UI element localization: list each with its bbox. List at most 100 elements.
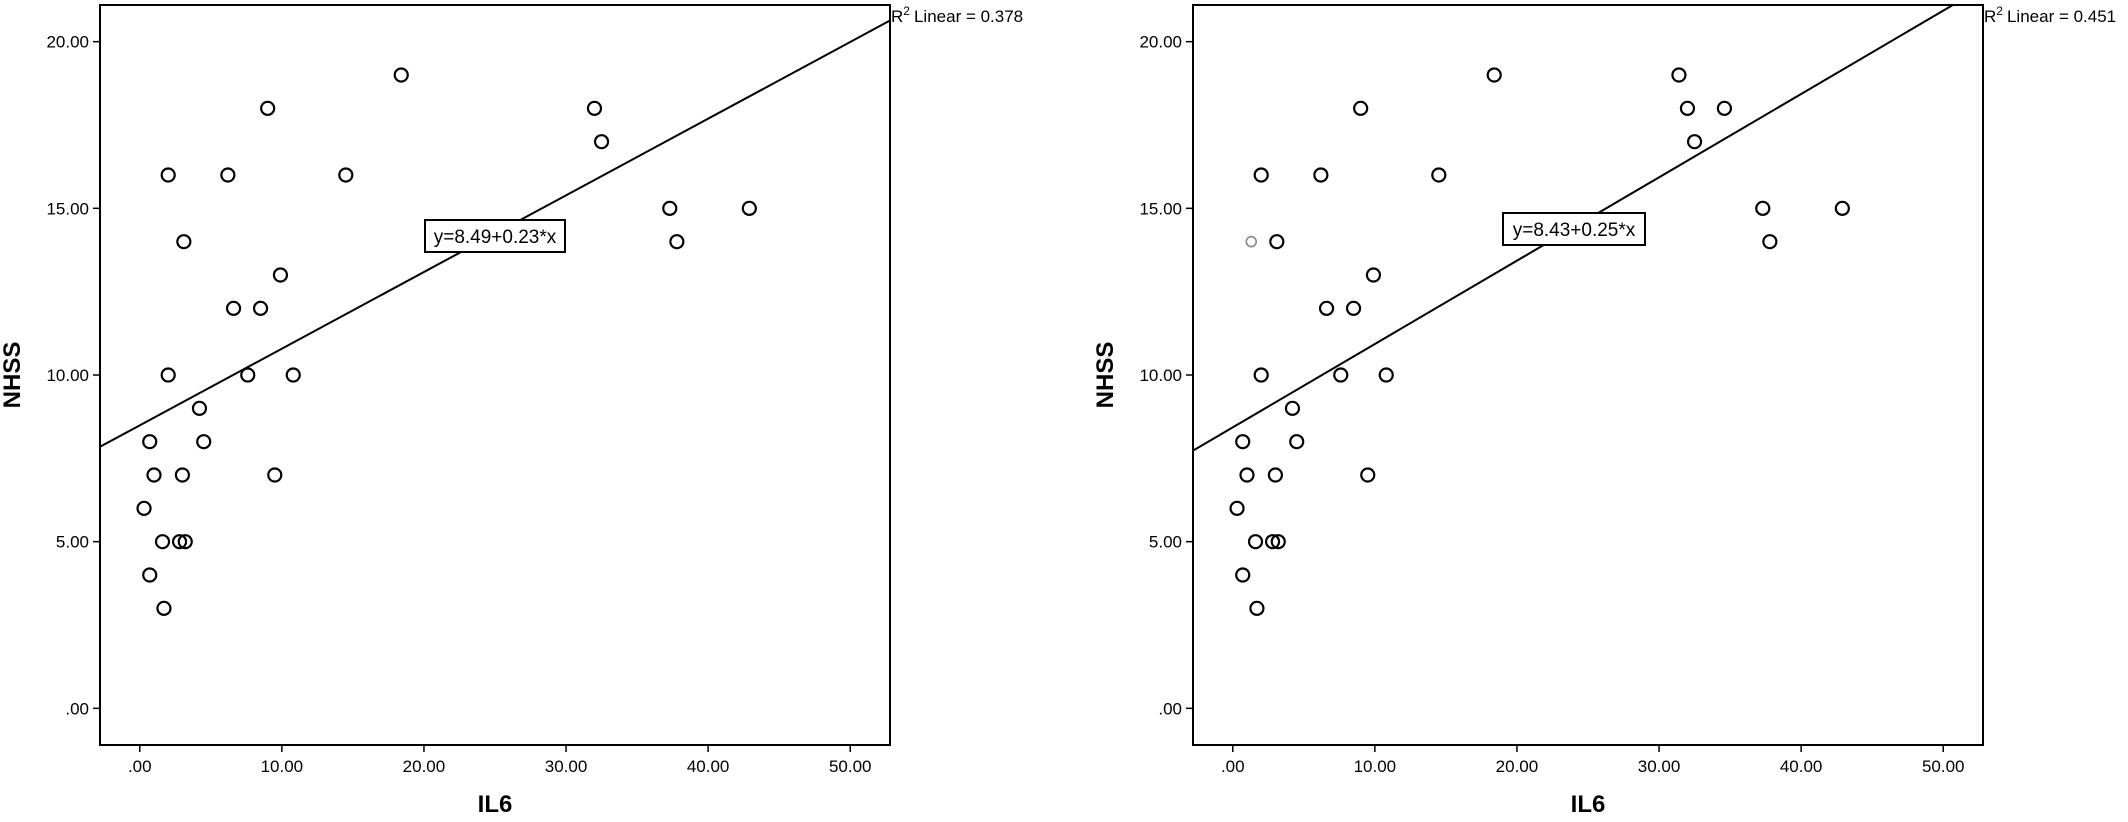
equation-box [1502,212,1646,246]
chart-panel-2: .00 5.00 10.00 15.00 20.00 .00 10.00 20.00 30.00… [1092,4,2116,818]
x-tick-label: .00 [128,757,152,776]
r-squared-r: R [1984,7,1996,26]
x-tick-label: 10.00 [1354,757,1397,776]
data-point [669,234,685,250]
r-squared-label: R2 Linear = 0.451 [1984,4,2116,26]
data-point [260,100,276,116]
y-tick-label: 5.00 [1149,533,1182,552]
data-point [1486,67,1502,83]
data-point [1834,200,1850,216]
y-tick-label: 5.00 [56,533,89,552]
data-point [142,567,158,583]
data-point [1247,534,1264,550]
y-tick-label: .00 [65,699,89,718]
data-point [1365,267,1382,283]
data-point [272,267,289,283]
data-point [1762,234,1778,250]
data-point [196,434,212,450]
data-point [1249,600,1265,616]
data-point [593,134,610,150]
data-point [1267,467,1284,483]
data-point [1235,434,1251,450]
r-squared-superscript: 2 [1996,4,2003,18]
data-point [1239,467,1255,483]
data-point [176,234,192,250]
equation-label: y=8.43+0.25*x [1513,220,1636,241]
y-tick-label: .00 [1158,699,1182,718]
data-point [1333,367,1349,383]
x-tick-label: 10.00 [261,757,304,776]
data-point [1253,167,1269,183]
data-point [1229,500,1245,516]
r-squared-value: Linear = 0.378 [914,7,1023,26]
equation-box [424,219,566,253]
data-point [1360,467,1376,483]
x-axis-title: IL6 [478,791,513,818]
x-axis-title: IL6 [1571,791,1606,818]
y-tick-label: 15.00 [1139,199,1182,218]
data-point [1686,134,1703,150]
data-point [1253,367,1269,383]
data-point [1269,234,1285,250]
data-point [662,200,678,216]
x-tick-label: 20.00 [403,757,446,776]
x-tick-label: 40.00 [687,757,730,776]
x-tick-label: 30.00 [1638,757,1681,776]
data-point [393,67,409,83]
equation-label: y=8.49+0.23*x [434,227,557,248]
data-point [1679,100,1696,116]
data-point [174,467,191,483]
data-point [1284,400,1301,416]
y-tick-label: 10.00 [1139,366,1182,385]
data-point [1289,434,1305,450]
data-point [1264,534,1281,550]
data-point [252,300,269,316]
data-point [1716,100,1733,116]
data-point [142,434,158,450]
data-point [1270,534,1286,550]
y-tick-label: 20.00 [46,33,89,52]
data-point-faint [1245,235,1258,248]
data-point [1755,200,1771,216]
data-point [1378,367,1394,383]
x-tick-label: .00 [1221,757,1245,776]
data-point [154,534,171,550]
r-squared-value: Linear = 0.451 [2007,7,2116,26]
x-tick-label: 50.00 [1922,757,1965,776]
data-point [240,367,256,383]
data-point [160,367,176,383]
data-point [225,300,242,316]
data-point [1353,100,1369,116]
data-point [177,534,193,550]
data-point [1345,300,1362,316]
data-point [586,100,603,116]
x-tick-label: 20.00 [1496,757,1539,776]
x-tick-label: 40.00 [1780,757,1823,776]
y-axis-title: NHSS [0,342,26,409]
y-tick-label: 15.00 [46,199,89,218]
data-point [156,600,172,616]
data-point [285,367,301,383]
data-point [1318,300,1335,316]
data-point [1431,167,1447,183]
data-point [171,534,188,550]
x-tick-label: 30.00 [545,757,588,776]
data-point [1235,567,1251,583]
r-squared-r: R [891,7,903,26]
x-tick-label: 50.00 [829,757,872,776]
data-point [267,467,283,483]
r-squared-label: R2 Linear = 0.378 [891,4,1023,26]
y-axis-title: NHSS [1092,342,1119,409]
data-point [136,500,152,516]
data-point [220,167,236,183]
y-tick-label: 10.00 [46,366,89,385]
r-squared-superscript: 2 [903,4,910,18]
chart-panel-1: .00 5.00 10.00 15.00 20.00 .00 10.00 20.00 30.00… [0,4,1023,818]
data-point [338,167,354,183]
data-point [146,467,162,483]
data-point [160,167,176,183]
data-point [1671,67,1687,83]
data-point [741,200,757,216]
